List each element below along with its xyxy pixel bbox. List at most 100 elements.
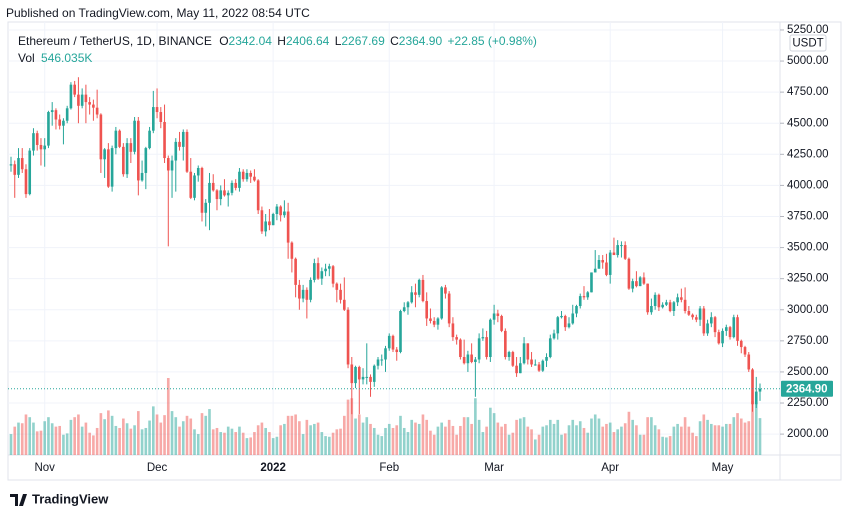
candle-body — [185, 131, 189, 172]
volume-bar — [350, 398, 354, 455]
y-tick-label: 2250.00 — [787, 397, 829, 409]
candle-body — [504, 330, 507, 358]
candle-body — [489, 319, 492, 358]
x-tick-label: 2022 — [260, 462, 286, 474]
candle-body — [665, 302, 668, 305]
volume-bar — [489, 407, 492, 455]
volume-bar — [339, 428, 342, 455]
candle-body — [421, 279, 425, 302]
y-tick-label: 2500.00 — [787, 366, 829, 378]
currency: USDT — [792, 38, 823, 50]
volume-bar — [616, 429, 620, 455]
candle-body — [384, 348, 387, 360]
volume-bar — [511, 432, 515, 455]
volume-bar — [170, 411, 174, 455]
candle-body — [245, 172, 249, 180]
volume-bar — [159, 422, 163, 455]
y-tick-label: 4250.00 — [787, 148, 829, 160]
candle-body — [372, 365, 376, 382]
candle-body — [687, 310, 691, 315]
volume-bar — [47, 417, 50, 455]
volume-bar — [118, 427, 121, 455]
candle-body — [32, 133, 35, 151]
volume-bar — [92, 435, 95, 455]
volume-bar — [125, 423, 129, 455]
candle-body — [301, 289, 305, 299]
volume-bar — [376, 434, 380, 455]
candle-body — [215, 190, 219, 200]
volume-bar — [492, 413, 496, 455]
volume-bar — [485, 426, 488, 455]
candle-body — [107, 149, 110, 187]
volume-bar — [717, 425, 721, 455]
volume-bar — [683, 417, 687, 455]
candle-body — [309, 279, 312, 300]
volume-bar — [646, 417, 649, 455]
volume-bar — [642, 434, 646, 455]
y-tick-label: 4750.00 — [787, 86, 829, 98]
candle-body — [477, 338, 481, 360]
candle-body — [331, 266, 335, 284]
candle-body — [328, 266, 331, 269]
volume-bar — [721, 426, 724, 455]
axes: 2000.00 2250.00 2500.00 2750.00 3000.00 3250.… — [8, 24, 833, 474]
candle-body — [608, 252, 612, 275]
volume-bar — [256, 425, 260, 455]
candle-body — [560, 315, 563, 318]
volume-title: Vol — [18, 51, 35, 65]
volume-bar — [357, 414, 361, 455]
candle-body — [88, 102, 91, 105]
candle-body — [533, 364, 537, 366]
candle-body — [672, 302, 676, 311]
candle-body — [391, 335, 395, 350]
candle-body — [698, 308, 702, 320]
last-price-label: 2364.90 — [786, 383, 828, 395]
volume-bar — [668, 436, 672, 455]
last-price-box — [781, 380, 833, 397]
volume-bar — [410, 419, 414, 455]
volume-bar — [582, 427, 586, 455]
volume-bar — [32, 422, 35, 455]
volume-bar — [50, 423, 54, 455]
candle-body — [702, 308, 706, 334]
legend-value: 2342.04 — [229, 34, 273, 48]
volume-bar — [384, 427, 387, 455]
volume-bar — [695, 436, 698, 455]
candle-body — [563, 315, 567, 328]
candle-body — [492, 313, 496, 320]
candle-body — [268, 221, 271, 226]
x-tick-label: May — [712, 462, 734, 474]
volume-bar — [107, 410, 110, 455]
candle-body — [174, 141, 178, 161]
volume-bar — [691, 432, 694, 455]
volume-bar — [313, 423, 316, 455]
candle-body — [440, 287, 443, 319]
volume-bar — [399, 415, 402, 455]
candle-body — [530, 359, 533, 365]
volume-bar — [185, 415, 189, 455]
volume-bar — [129, 428, 133, 455]
candle-body — [474, 359, 477, 362]
volume-bar — [470, 423, 473, 455]
candle-body — [110, 148, 114, 187]
logo[interactable]: TradingView — [10, 491, 109, 506]
volume-bar — [680, 426, 683, 455]
candle-body — [623, 245, 627, 259]
volume-bar — [331, 432, 335, 455]
y-tick-label: 5250.00 — [787, 24, 829, 36]
candle-body — [417, 279, 421, 295]
volume-bar — [283, 423, 286, 455]
volume-bar — [13, 426, 17, 455]
y-tick-label: 4500.00 — [787, 117, 829, 129]
candle-body — [436, 318, 440, 325]
y-tick-label: 3250.00 — [787, 273, 829, 285]
candle-body — [279, 206, 282, 216]
candle-body — [736, 317, 739, 341]
candle-body — [69, 84, 73, 109]
volume-bar — [249, 437, 252, 455]
candle-body — [43, 145, 47, 150]
volume-bar — [122, 418, 125, 455]
currency-badge[interactable] — [789, 34, 827, 52]
candle-body — [395, 349, 399, 353]
x-tick-label: Nov — [34, 462, 55, 474]
